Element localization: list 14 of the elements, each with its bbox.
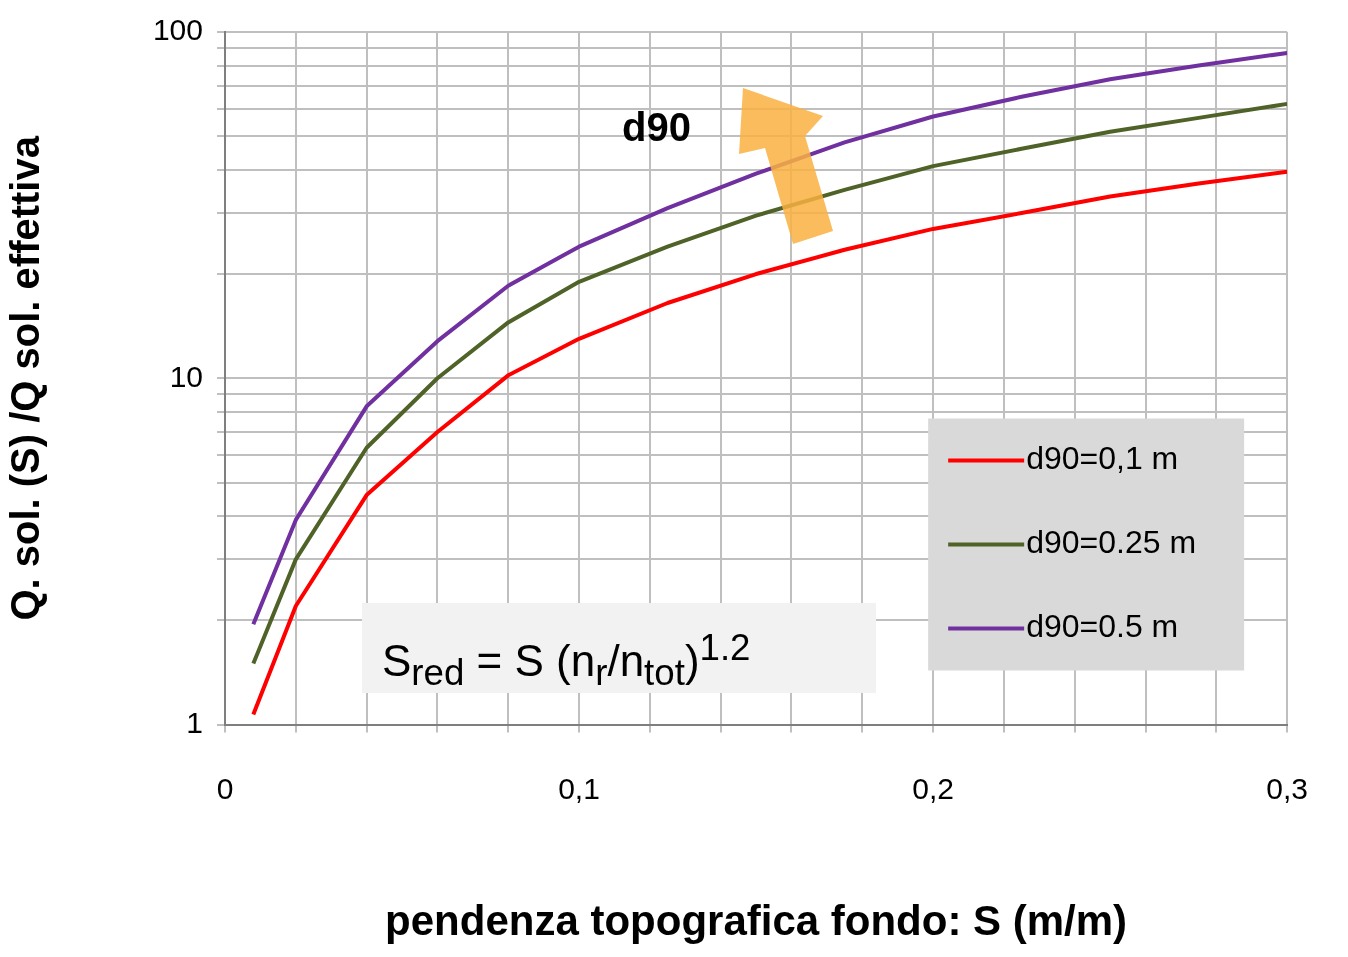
- x-tick-label: 0,3: [1266, 771, 1309, 805]
- annotation: d90: [622, 105, 691, 150]
- y-axis-title: Q. sol. (S) /Q sol. effettiva: [3, 135, 48, 621]
- legend-label: d90=0,1 m: [1026, 440, 1179, 477]
- x-tick-label: 0,1: [558, 771, 600, 805]
- y-tick-label: 100: [152, 13, 203, 47]
- y-tick-label: 1: [186, 705, 203, 739]
- legend-label: d90=0.25 m: [1026, 524, 1197, 561]
- y-tick-label: 10: [169, 359, 203, 393]
- legend-label: d90=0.5 m: [1026, 608, 1179, 645]
- x-axis-title: pendenza topografica fondo: S (m/m): [385, 897, 1128, 945]
- formula-box: S$_{red}$ = S (n$_{r}$/n$_{tot}$)$^{1.2}$: [362, 603, 876, 693]
- x-tick-label: 0,2: [912, 771, 954, 805]
- x-tick-label: 0: [216, 771, 234, 805]
